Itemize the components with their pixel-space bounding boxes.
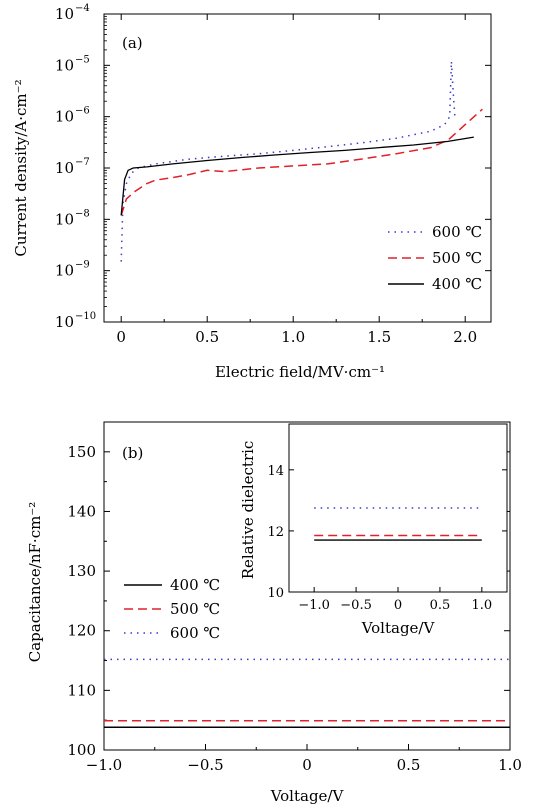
panel-a-series-line (120, 61, 456, 262)
panel-b-legend-label: 500 ℃ (170, 600, 220, 618)
panel-b-ytick-label: 130 (67, 562, 96, 580)
panel-a-ytick-base: 10 (55, 262, 74, 280)
panel-a-ytick-exp: −8 (75, 208, 90, 219)
panel-b-inset: Voltage/V Relative dielectric −1.0 −0.5 0 0… (239, 423, 508, 637)
panel-b-series (104, 658, 510, 729)
panel-b-ytick-label: 110 (67, 681, 96, 699)
panel-a-ytick-base: 10 (55, 108, 74, 126)
panel-b-label: (b) (122, 444, 143, 462)
inset-ytick-label: 12 (267, 525, 284, 540)
panel-b-legend-label: 600 ℃ (170, 624, 220, 642)
panel-b-ytick-label: 100 (67, 741, 96, 759)
inset-ylabel: Relative dielectric (239, 441, 257, 580)
panel-b-xlabel: Voltage/V (270, 787, 345, 805)
panel-a-legend-label: 600 ℃ (432, 223, 482, 241)
inset-xlabel: Voltage/V (361, 619, 436, 637)
inset-xtick-label: 0.5 (430, 598, 451, 613)
panel-a-ytick-base: 10 (55, 313, 74, 331)
inset-ticks: −1.0 −0.5 0 0.5 1.0 10 12 14 (267, 464, 507, 613)
panel-b: (b) Voltage/V Capacitance/nF·cm⁻² −1.0 −0… (26, 421, 522, 805)
panel-b-xtick-label: 0 (302, 756, 312, 774)
panel-a-xlabel: Electric field/MV·cm⁻¹ (215, 363, 385, 381)
panel-a-legend: 600 ℃ 500 ℃ 400 ℃ (388, 223, 482, 293)
panel-a-legend-label: 500 ℃ (432, 249, 482, 267)
panel-a-ytick-base: 10 (55, 210, 74, 228)
panel-a-legend-label: 400 ℃ (432, 275, 482, 293)
inset-ytick-label: 14 (267, 464, 284, 479)
panel-a-xtick-label: 1.5 (367, 328, 391, 346)
panel-b-xtick-label: 0.5 (397, 756, 421, 774)
panel-a-ytick-exp: −5 (75, 54, 90, 65)
panel-b-ytick-label: 140 (67, 502, 96, 520)
panel-a-ytick-exp: −4 (75, 3, 90, 14)
panel-a-series-line (120, 136, 474, 216)
panel-a-series (120, 61, 483, 262)
inset-xtick-label: 0 (394, 598, 402, 613)
panel-a-xtick-label: 1.0 (281, 328, 305, 346)
panel-b-xtick-label: −1.0 (86, 756, 122, 774)
panel-a-xtick-label: 2.0 (453, 328, 477, 346)
panel-b-ylabel: Capacitance/nF·cm⁻² (26, 502, 44, 663)
panel-a-series-line (120, 108, 483, 216)
inset-series (314, 507, 482, 541)
panel-a-ticks: 0 0.5 1.0 1.5 2.010−1010−910−810−710−610−510… (55, 3, 491, 346)
panel-a-ytick-exp: −6 (75, 106, 90, 117)
panel-b-legend-label: 400 ℃ (170, 576, 220, 594)
inset-xtick-label: −1.0 (298, 598, 330, 613)
panel-a-ytick-base: 10 (55, 56, 74, 74)
panel-a-ytick-exp: −7 (75, 157, 90, 168)
panel-b-xtick-label: 1.0 (498, 756, 522, 774)
panel-a-xtick-label: 0.5 (195, 328, 219, 346)
panel-b-ytick-label: 150 (67, 443, 96, 461)
inset-xtick-label: −0.5 (340, 598, 372, 613)
panel-b-xtick-label: −0.5 (187, 756, 223, 774)
panel-b-ytick-label: 120 (67, 622, 96, 640)
panel-a-ytick-base: 10 (55, 5, 74, 23)
panel-a-xtick-label: 0 (116, 328, 126, 346)
panel-b-legend: 400 ℃ 500 ℃ 600 ℃ (124, 576, 220, 642)
panel-a-ytick-base: 10 (55, 159, 74, 177)
inset-xtick-label: 1.0 (472, 598, 493, 613)
panel-a-label: (a) (122, 34, 143, 52)
panel-a: (a) Electric field/MV·cm⁻¹ Current densi… (12, 3, 492, 381)
panel-a-ylabel: Current density/A·cm⁻² (12, 79, 30, 256)
inset-ytick-label: 10 (267, 586, 284, 601)
panel-a-ytick-exp: −10 (75, 311, 96, 322)
panel-a-ytick-exp: −9 (75, 260, 90, 271)
